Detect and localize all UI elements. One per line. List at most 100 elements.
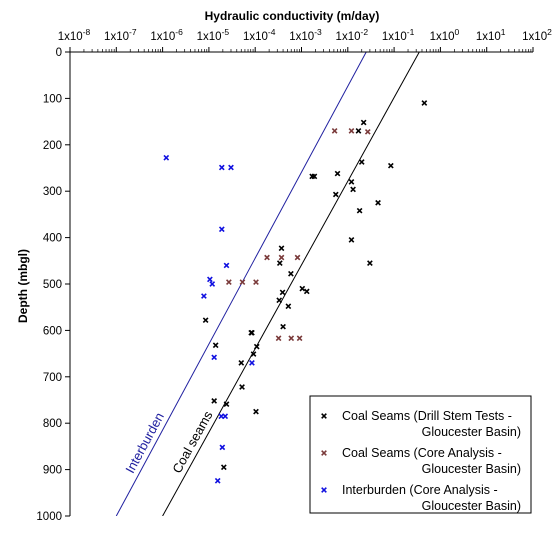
trend-line <box>162 52 420 516</box>
legend-label-continued: Gloucester Basin) <box>422 462 521 476</box>
data-point <box>223 401 230 408</box>
legend-label-continued: Gloucester Basin) <box>422 425 521 439</box>
data-point <box>285 303 292 310</box>
data-point <box>201 293 207 299</box>
data-point <box>209 281 216 287</box>
x-tick-label: 1x10-2 <box>336 27 369 43</box>
legend-marker <box>321 487 327 493</box>
data-point <box>348 128 355 134</box>
data-point <box>278 245 285 252</box>
legend-marker <box>321 450 327 456</box>
legend-label: Coal Seams (Core Analysis - <box>342 446 502 460</box>
data-point <box>222 413 229 420</box>
data-point <box>239 279 246 286</box>
data-point <box>358 159 365 165</box>
legend-box <box>309 395 532 514</box>
data-point <box>264 254 270 261</box>
data-point <box>276 297 283 304</box>
data-point <box>211 354 218 361</box>
data-point <box>375 199 381 206</box>
y-tick-label: 1000 <box>36 511 62 523</box>
data-point <box>332 191 339 198</box>
data-point <box>207 276 213 283</box>
data-point <box>278 254 285 261</box>
x-tick-label: 1x10-3 <box>289 27 322 43</box>
y-tick-label: 200 <box>43 140 62 152</box>
x-tick-label: 1x100 <box>430 27 460 43</box>
x-tick-label: 1x10-8 <box>58 27 91 43</box>
data-point <box>275 335 282 342</box>
data-point <box>296 335 303 342</box>
data-point <box>288 270 294 277</box>
legend-label: Coal Seams (Drill Stem Tests - <box>342 409 512 423</box>
y-tick-label: 400 <box>43 233 62 245</box>
data-point <box>367 260 373 266</box>
data-point <box>249 360 255 366</box>
data-point <box>387 162 394 169</box>
legend-label-continued: Gloucester Basin) <box>422 499 521 513</box>
data-point <box>211 398 218 404</box>
data-point <box>303 288 310 295</box>
data-point <box>253 279 259 286</box>
legend: Coal Seams (Drill Stem Tests - Gloucester… <box>309 395 532 514</box>
data-point <box>356 207 363 214</box>
legend-marker <box>321 413 327 419</box>
data-point <box>219 444 226 451</box>
data-point <box>218 226 225 233</box>
y-tick-label: 100 <box>43 93 62 105</box>
y-tick-label: 800 <box>43 418 62 430</box>
data-point <box>239 384 245 390</box>
data-point <box>212 342 219 349</box>
data-point <box>220 464 227 471</box>
y-axis-title: Depth (mbgl) <box>16 249 30 323</box>
data-point <box>299 285 306 292</box>
legend-label: Interburden (Core Analysis - <box>342 483 498 497</box>
x-tick-label: 1x10-7 <box>104 27 137 43</box>
data-point <box>250 351 257 357</box>
data-point <box>360 119 367 126</box>
y-tick-label: 300 <box>43 186 62 198</box>
x-tick-label: 1x101 <box>476 27 506 43</box>
data-point <box>294 254 301 261</box>
data-point <box>348 179 355 185</box>
data-point <box>228 164 234 171</box>
data-point <box>276 260 283 266</box>
x-axis-title: Hydraulic conductivity (m/day) <box>205 9 380 23</box>
data-point <box>350 186 356 193</box>
data-point <box>421 100 428 106</box>
data-point <box>253 408 259 415</box>
y-tick-label: 500 <box>43 279 62 291</box>
data-points <box>163 100 428 484</box>
data-point <box>334 170 341 177</box>
data-point <box>226 279 232 286</box>
y-tick-label: 900 <box>43 465 62 477</box>
data-point <box>253 343 260 350</box>
data-point <box>218 164 225 171</box>
data-point <box>214 477 221 484</box>
y-tick-label: 600 <box>43 325 62 337</box>
x-tick-label: 1x10-1 <box>382 27 415 43</box>
data-point <box>238 360 245 366</box>
y-tick-label: 0 <box>56 47 62 59</box>
data-point <box>348 237 355 243</box>
data-point <box>223 262 230 269</box>
data-point <box>364 128 371 135</box>
axes <box>69 51 533 516</box>
data-point <box>355 128 362 134</box>
data-point <box>288 335 295 342</box>
y-axis-ticks: 0 100 200 300 400 500 600 700 800 900 1000 <box>36 47 70 523</box>
x-tick-label: 1x102 <box>522 27 552 43</box>
data-point <box>249 329 255 336</box>
data-point <box>280 323 286 330</box>
data-point <box>311 173 318 180</box>
data-point <box>331 128 338 134</box>
trend-line-label: Interburden <box>122 410 167 476</box>
trend-line-label: Coal seams <box>169 408 216 476</box>
data-point <box>202 317 209 324</box>
x-tick-label: 1x10-6 <box>150 27 183 43</box>
x-axis-ticks: 1x10-8 1x10-7 1x10-6 1x10-5 1x10-4 1x10-3 1x10… <box>58 27 552 52</box>
data-point <box>163 154 170 161</box>
y-tick-label: 700 <box>43 372 62 384</box>
x-tick-label: 1x10-5 <box>197 27 230 43</box>
